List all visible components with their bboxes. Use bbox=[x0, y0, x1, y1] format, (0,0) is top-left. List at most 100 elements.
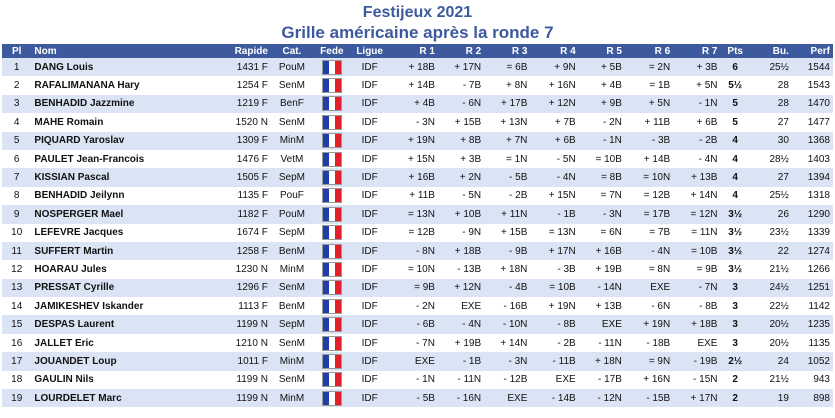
cell-cat: BenF bbox=[270, 94, 313, 114]
cell-round-1: + 4B bbox=[388, 94, 438, 114]
cell-perf: 898 bbox=[791, 389, 833, 408]
cell-pts: 3½ bbox=[720, 205, 750, 224]
page-title: Festijeux 2021 bbox=[362, 4, 473, 21]
cell-pl: 10 bbox=[2, 223, 32, 242]
standings-table: Pl Nom Rapide Cat. Fede Ligue R 1 R 2 R … bbox=[2, 44, 833, 408]
france-flag-icon bbox=[321, 261, 342, 277]
cell-name: BENHADID Jeilynn bbox=[31, 186, 200, 206]
cell-cat: BenM bbox=[270, 241, 313, 261]
cell-rapide: 1219 F bbox=[199, 94, 271, 114]
cell-perf: 1477 bbox=[791, 113, 833, 132]
cell-round-4: = 13N bbox=[530, 223, 579, 242]
cell-round-4: - 5N bbox=[530, 149, 579, 169]
cell-rapide: 1230 N bbox=[199, 260, 271, 279]
cell-round-3: - 4B bbox=[484, 278, 531, 298]
table-row: 19 LOURDELET Marc 1199 N MinM IDF - 5B - 16N EX… bbox=[2, 389, 833, 408]
france-flag-icon bbox=[321, 390, 342, 406]
france-flag-icon bbox=[321, 335, 342, 351]
cell-round-3: + 18N bbox=[484, 260, 531, 279]
cell-round-6: - 18B bbox=[624, 333, 674, 353]
cell-cat: SenM bbox=[270, 113, 313, 132]
cell-round-1: + 18B bbox=[388, 58, 438, 77]
cell-bu: 21½ bbox=[749, 370, 792, 390]
cell-pts: 4 bbox=[720, 131, 750, 150]
cell-cat: SepM bbox=[270, 223, 313, 242]
cell-round-7: = 9B bbox=[673, 260, 721, 279]
table-row: 3 BENHADID Jazzmine 1219 F BenF IDF + 4B - 6N +… bbox=[2, 94, 833, 114]
header-r3: R 3 bbox=[484, 44, 531, 58]
cell-pl: 13 bbox=[2, 278, 32, 298]
header-r5: R 5 bbox=[578, 44, 625, 58]
cell-name: MAHE Romain bbox=[31, 113, 200, 132]
cell-name: HOARAU Jules bbox=[31, 260, 200, 279]
cell-pl: 15 bbox=[2, 315, 32, 334]
cell-pts: 6 bbox=[720, 58, 750, 77]
cell-rapide: 1199 N bbox=[199, 315, 271, 334]
cell-fede bbox=[312, 223, 351, 242]
cell-round-5: - 2N bbox=[578, 113, 625, 132]
cell-round-1: - 3N bbox=[388, 113, 438, 132]
cell-round-2: + 2N bbox=[437, 168, 485, 187]
cell-cat: BenM bbox=[270, 297, 313, 316]
cell-round-6: = 17B bbox=[624, 205, 674, 224]
cell-round-5: + 13B bbox=[578, 297, 625, 316]
cell-pts: 3 bbox=[720, 278, 750, 298]
cell-name: JALLET Eric bbox=[31, 333, 200, 353]
cell-perf: 1403 bbox=[791, 149, 833, 169]
cell-rapide: 1476 F bbox=[199, 149, 271, 169]
cell-round-3: - 16B bbox=[484, 297, 531, 316]
cell-pl: 1 bbox=[2, 58, 32, 77]
france-flag-icon bbox=[321, 96, 342, 112]
cell-pl: 6 bbox=[2, 149, 32, 169]
cell-round-6: + 19N bbox=[624, 315, 674, 334]
cell-rapide: 1296 F bbox=[199, 278, 271, 298]
cell-round-5: - 1N bbox=[578, 131, 625, 150]
cell-fede bbox=[312, 352, 351, 371]
cell-name: JAMIKESHEV Iskander bbox=[31, 297, 200, 316]
cell-pl: 3 bbox=[2, 94, 32, 114]
cell-round-5: = 10B bbox=[578, 149, 625, 169]
cell-round-2: + 19B bbox=[437, 333, 485, 353]
cell-rapide: 1258 F bbox=[199, 241, 271, 261]
cell-pts: 2 bbox=[720, 389, 750, 408]
cell-pl: 19 bbox=[2, 389, 32, 408]
cell-name: KISSIAN Pascal bbox=[31, 168, 200, 187]
cell-pts: 3 bbox=[720, 315, 750, 334]
cell-round-6: + 11B bbox=[624, 113, 674, 132]
cell-pts: 5½ bbox=[720, 76, 750, 95]
cell-round-5: = 6N bbox=[578, 223, 625, 242]
cell-round-3: = 1N bbox=[484, 149, 531, 169]
cell-round-6: - 3B bbox=[624, 131, 674, 150]
cell-pts: 3 bbox=[720, 297, 750, 316]
cell-name: LOURDELET Marc bbox=[31, 389, 200, 408]
cell-ligue: IDF bbox=[350, 370, 389, 390]
cell-round-6: = 9N bbox=[624, 352, 674, 371]
cell-ligue: IDF bbox=[350, 278, 389, 298]
cell-pl: 11 bbox=[2, 241, 32, 261]
cell-perf: 1544 bbox=[791, 58, 833, 77]
cell-round-1: = 13N bbox=[388, 205, 438, 224]
cell-cat: MinM bbox=[270, 389, 313, 408]
cell-ligue: IDF bbox=[350, 205, 389, 224]
cell-ligue: IDF bbox=[350, 260, 389, 279]
cell-round-3: = 6B bbox=[484, 58, 531, 77]
table-row: 10 LEFEVRE Jacques 1674 F SepM IDF = 12B - 9N +… bbox=[2, 223, 833, 242]
cell-round-2: - 16N bbox=[437, 389, 485, 408]
cell-round-3: - 12B bbox=[484, 370, 531, 390]
cell-round-3: + 11N bbox=[484, 205, 531, 224]
france-flag-icon bbox=[321, 225, 342, 241]
cell-round-7: + 3B bbox=[673, 58, 721, 77]
cell-round-1: - 1N bbox=[388, 370, 438, 390]
cell-bu: 28 bbox=[749, 94, 792, 114]
cell-ligue: IDF bbox=[350, 168, 389, 187]
cell-round-2: + 18B bbox=[437, 241, 485, 261]
cell-round-1: - 5B bbox=[388, 389, 438, 408]
france-flag-icon bbox=[321, 59, 342, 75]
cell-bu: 27 bbox=[749, 168, 792, 187]
header-r1: R 1 bbox=[388, 44, 438, 58]
france-flag-icon bbox=[321, 280, 342, 296]
header-r6: R 6 bbox=[624, 44, 674, 58]
cell-bu: 28 bbox=[749, 76, 792, 95]
cell-round-4: - 3B bbox=[530, 260, 579, 279]
table-row: 1 DANG Louis 1431 F PouM IDF + 18B + 17N = 6B + … bbox=[2, 58, 833, 77]
